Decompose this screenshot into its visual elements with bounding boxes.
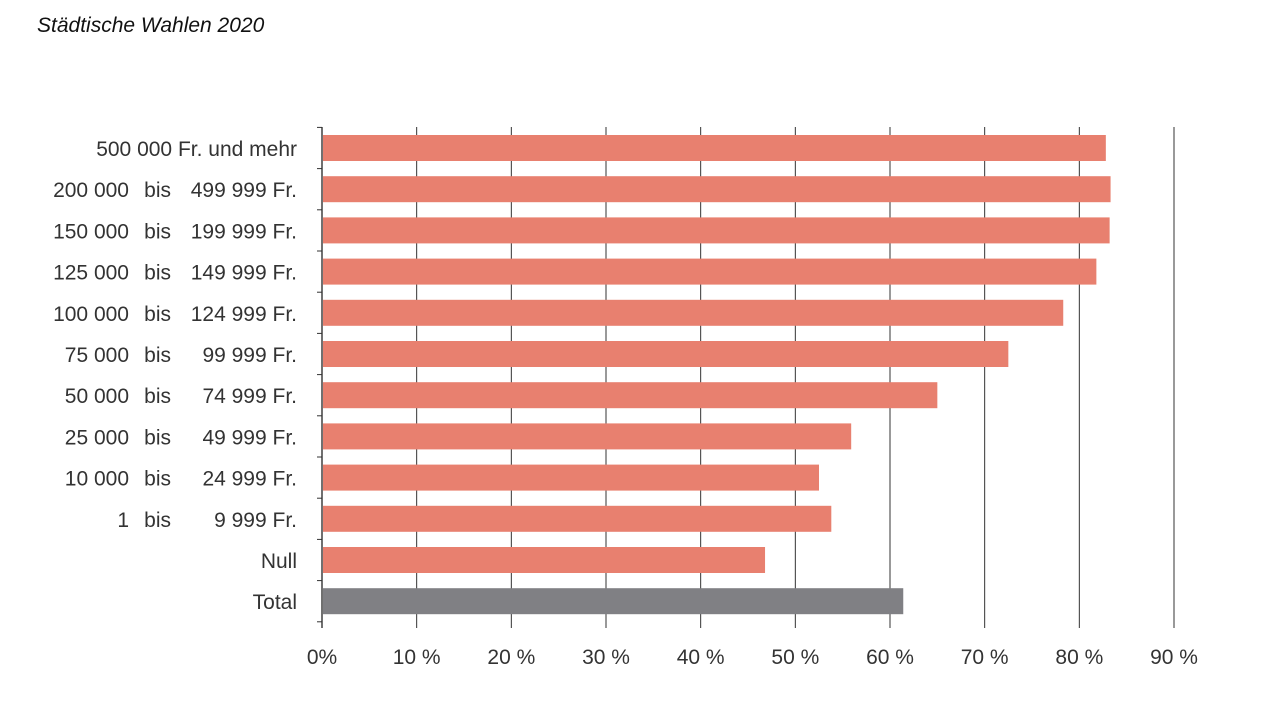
category-label-to: 24 999 Fr. — [202, 468, 297, 491]
category-label-to: 199 999 Fr. — [191, 220, 297, 243]
category-label-from: 200 000 — [53, 179, 129, 202]
category-label-from: 50 000 — [65, 385, 129, 408]
category-label-to: 49 999 Fr. — [202, 426, 297, 449]
category-label-to: 149 999 Fr. — [191, 262, 297, 285]
category-label-from: 100 000 — [53, 303, 129, 326]
x-tick-label-20: 20 % — [487, 646, 535, 669]
category-label: Total — [253, 591, 297, 614]
category-label-bis: bis — [144, 385, 171, 408]
bar-5 — [323, 341, 1009, 367]
category-label-bis: bis — [144, 509, 171, 532]
bar-2 — [323, 217, 1110, 244]
bar-9 — [323, 505, 832, 532]
category-label-bis: bis — [144, 303, 171, 326]
bar-0 — [323, 135, 1106, 161]
grid-lines — [317, 126, 1175, 628]
category-label-bis: bis — [144, 344, 171, 367]
bar-10 — [323, 547, 766, 573]
category-label-bis: bis — [144, 262, 171, 285]
x-tick-label-30: 30 % — [582, 646, 630, 669]
bar-11 — [323, 588, 904, 615]
bar-7 — [323, 423, 852, 450]
category-label-from: 25 000 — [65, 426, 129, 449]
category-label-from: 150 000 — [53, 220, 129, 243]
category-label-to: 124 999 Fr. — [191, 303, 297, 326]
bar-1 — [323, 176, 1111, 203]
category-label: 500 000 Fr. und mehr — [96, 138, 297, 161]
category-label-to: 9 999 Fr. — [214, 509, 297, 532]
category-label: Null — [261, 550, 297, 573]
category-label-from: 75 000 — [65, 344, 129, 367]
category-label-bis: bis — [144, 468, 171, 491]
category-label-from: 1 — [117, 509, 129, 532]
x-tick-label-90: 90 % — [1150, 646, 1198, 669]
category-label-bis: bis — [144, 220, 171, 243]
x-tick-label-10: 10 % — [393, 646, 441, 669]
x-tick-labels: 0% 10 % 20 % 30 % 40 % 50 % 60 % 70 % 80 % 90 % — [307, 646, 1198, 669]
x-tick-label-0: 0% — [307, 646, 337, 669]
category-label-from: 10 000 — [65, 468, 129, 491]
x-tick-label-50: 50 % — [771, 646, 819, 669]
x-tick-label-70: 70 % — [961, 646, 1009, 669]
x-tick-label-80: 80 % — [1055, 646, 1103, 669]
category-label-to: 74 999 Fr. — [202, 385, 297, 408]
category-label-bis: bis — [144, 179, 171, 202]
category-label-to: 499 999 Fr. — [191, 179, 297, 202]
bar-3 — [323, 258, 1097, 285]
category-label-to: 99 999 Fr. — [202, 344, 297, 367]
bar-4 — [323, 299, 1064, 326]
category-label-from: 125 000 — [53, 262, 129, 285]
bar-8 — [323, 464, 819, 491]
x-tick-label-60: 60 % — [866, 646, 914, 669]
bar-6 — [323, 382, 938, 409]
x-tick-label-40: 40 % — [677, 646, 725, 669]
chart-title: Städtische Wahlen 2020 — [37, 14, 265, 37]
bars — [323, 135, 1111, 615]
category-label-bis: bis — [144, 426, 171, 449]
category-labels: 500 000 Fr. und mehr 200 000 bis 499 999 Fr… — [53, 138, 297, 614]
